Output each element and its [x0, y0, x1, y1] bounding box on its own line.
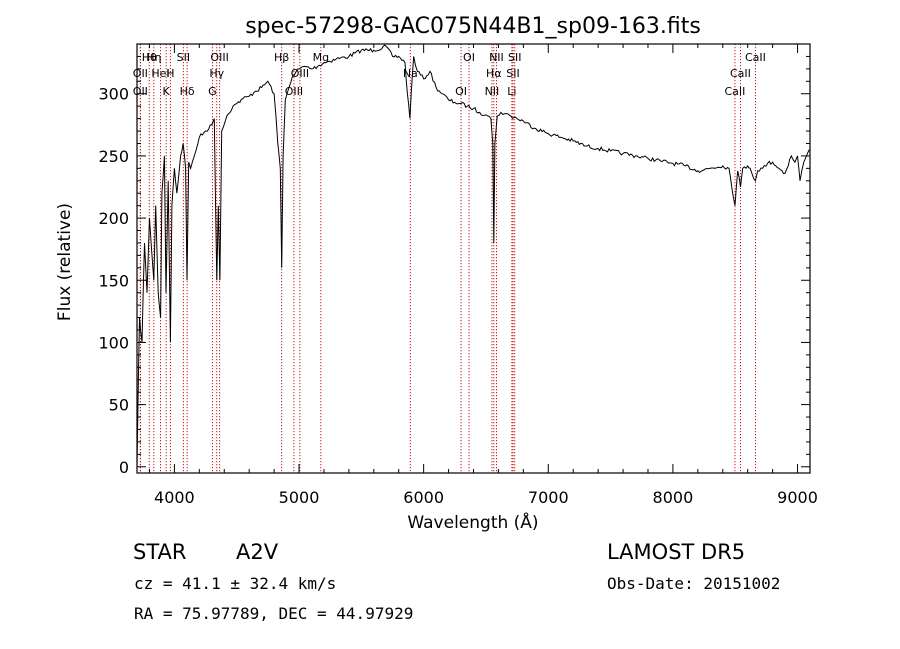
spectral-line-label: Mg [313, 51, 329, 64]
spectral-line-label: SII [508, 51, 521, 64]
spectral-line-label: G [208, 85, 217, 98]
spectral-line-label: OI [455, 85, 467, 98]
spectral-line-label: NII [489, 51, 504, 64]
x-tick-label: 6000 [403, 488, 444, 507]
spectral-line-label: CaII [725, 85, 746, 98]
y-tick-label: 0 [119, 458, 129, 477]
spectral-line-label: CaII [730, 67, 751, 80]
spectral-line-label: Hγ [209, 67, 224, 80]
spectral-line-label: Hβ [274, 51, 289, 64]
spectral-line-label: NII [485, 85, 500, 98]
spectral-line-labels: HθOIIOIIHηHeIKSIIHHδOIIIHγGHβOIIIOIIIMgN… [133, 51, 766, 98]
y-tick-label: 50 [109, 396, 129, 415]
spectral-line-label: OII [133, 85, 148, 98]
spectrum-plot: spec-57298-GAC075N44B1_sp09-163.fits Hθ O… [55, 14, 818, 533]
spectral-line-label: Li [507, 85, 516, 98]
spectral-subclass: A2V [236, 540, 279, 564]
spectral-line-markers [139, 44, 756, 473]
spectral-line-label: OIII [285, 85, 303, 98]
spectral-line-label: Hθ [142, 51, 157, 64]
y-tick-label: 200 [98, 209, 129, 228]
y-axis-ticks: 0 50 100 150 200 250 300 [98, 55, 810, 477]
object-type: STAR [133, 540, 187, 564]
spectral-line-label: OI [463, 51, 475, 64]
spectral-line-label: Hα [486, 67, 502, 80]
observation-date: Obs-Date: 20151002 [607, 574, 781, 593]
spectral-line-label: SII [177, 51, 190, 64]
chart-title: spec-57298-GAC075N44B1_sp09-163.fits [245, 14, 701, 39]
y-tick-label: 250 [98, 147, 129, 166]
spectral-line-label: SII [506, 67, 519, 80]
x-tick-label: 4000 [154, 488, 195, 507]
x-tick-label: 5000 [279, 488, 320, 507]
x-tick-label: 9000 [777, 488, 818, 507]
spectrum-line [136, 44, 811, 467]
x-axis-label: Wavelength (Å) [407, 511, 538, 533]
spectral-line-label: Na [403, 67, 418, 80]
spectral-line-label: H [166, 67, 174, 80]
spectral-line-label: Hδ [180, 85, 195, 98]
radial-velocity: cz = 41.1 ± 32.4 km/s [134, 574, 337, 593]
y-axis-label: Flux (relative) [55, 203, 75, 321]
survey-name: LAMOST DR5 [607, 540, 746, 564]
y-tick-label: 150 [98, 271, 129, 290]
y-tick-label: 100 [98, 333, 129, 352]
spectral-line-label: HeI [151, 67, 169, 80]
spectral-line-label: CaII [745, 51, 766, 64]
spectral-line-label: OIII [210, 51, 228, 64]
x-axis-ticks: 4000 5000 6000 7000 8000 9000 [148, 44, 818, 507]
spectral-line-label: OIII [291, 67, 309, 80]
sky-coordinates: RA = 75.97789, DEC = 44.97929 [134, 604, 414, 623]
y-tick-label: 300 [98, 85, 129, 104]
spectral-line-label: K [163, 85, 171, 98]
x-tick-label: 8000 [653, 488, 694, 507]
spectral-line-label: Hη [146, 51, 161, 64]
x-tick-label: 7000 [528, 488, 569, 507]
